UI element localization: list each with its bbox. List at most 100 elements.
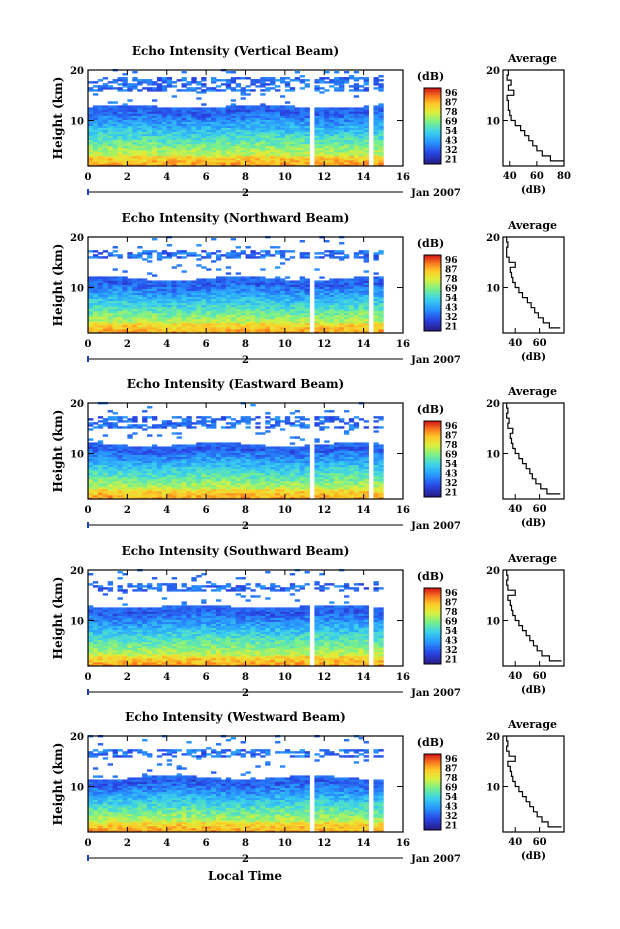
colorbar-segment	[424, 131, 441, 135]
heatmap-cell	[211, 151, 217, 155]
heatmap-cell	[196, 143, 202, 147]
heatmap-cell	[343, 149, 350, 153]
heatmap-cell	[97, 153, 104, 157]
heatmap-cell	[137, 163, 143, 167]
heatmap-cell	[107, 478, 114, 482]
heatmap-cell	[225, 266, 232, 269]
heatmap-cell	[363, 324, 369, 328]
heatmap-cell	[206, 127, 212, 131]
heatmap-cell	[279, 151, 286, 155]
heatmap-cell	[289, 157, 296, 161]
heatmap-cell	[275, 135, 281, 139]
heatmap-cell	[137, 143, 143, 147]
heatmap-cell	[181, 326, 187, 330]
heatmap-cell	[284, 304, 291, 308]
heatmap-cell	[171, 422, 177, 425]
heatmap-cell	[147, 159, 153, 163]
heatmap-cell	[206, 472, 212, 476]
heatmap-cell	[176, 125, 182, 128]
heatmap-cell	[275, 328, 281, 332]
heatmap-cell	[319, 290, 325, 293]
heatmap-cell	[181, 452, 187, 455]
heatmap-cell	[225, 113, 232, 116]
heatmap-cell	[92, 328, 99, 332]
heatmap-cell	[339, 308, 345, 312]
heatmap-cell	[373, 153, 379, 157]
heatmap-cell	[102, 490, 109, 494]
heatmap-cell	[220, 135, 227, 139]
heatmap-cell	[230, 418, 237, 421]
heatmap-cell	[304, 109, 310, 112]
heatmap-cell	[319, 79, 325, 82]
heatmap-cell	[329, 79, 335, 82]
heatmap-cell	[142, 131, 148, 135]
heatmap-cell	[363, 256, 369, 259]
heatmap-cell	[373, 141, 379, 145]
heatmap-cell	[137, 159, 143, 163]
heatmap-cell	[166, 472, 173, 476]
heatmap-cell	[92, 155, 99, 159]
heatmap-cell	[132, 432, 138, 435]
heatmap-cell	[260, 103, 266, 106]
heatmap-cell	[102, 458, 109, 461]
heatmap-cell	[245, 492, 251, 496]
heatmap-cell	[265, 143, 271, 147]
heatmap-cell	[147, 272, 153, 275]
heatmap-cell	[299, 159, 305, 163]
heatmap-cell	[343, 300, 350, 304]
heatmap-cell	[201, 478, 207, 482]
heatmap-cell	[92, 324, 99, 328]
heatmap-cell	[142, 143, 148, 147]
heatmap-cell	[201, 135, 207, 139]
heatmap-cell	[373, 147, 379, 151]
heatmap-cell	[240, 284, 246, 287]
heatmap-cell	[206, 159, 212, 163]
heatmap-cell	[304, 256, 310, 259]
heatmap-cell	[151, 330, 158, 334]
heatmap-cell	[97, 282, 104, 285]
heatmap-cell	[206, 280, 212, 283]
heatmap-cell	[88, 300, 94, 304]
heatmap-cell	[147, 153, 153, 157]
heatmap-cell	[225, 115, 232, 118]
heatmap-cell	[97, 442, 104, 445]
heatmap-cell	[294, 282, 301, 285]
heatmap-cell	[211, 444, 217, 447]
colorbar-segment	[424, 281, 441, 284]
heatmap-cell	[122, 322, 128, 326]
heatmap-cell	[132, 87, 138, 90]
heatmap-cell	[245, 131, 251, 135]
heatmap-cell	[250, 302, 256, 306]
heatmap-cell	[151, 314, 158, 318]
average-x-label: (dB)	[521, 185, 546, 196]
heatmap-cell	[230, 107, 237, 110]
heatmap-cell	[142, 107, 148, 110]
colorbar-segment	[424, 255, 441, 258]
heatmap-cell	[279, 254, 286, 257]
heatmap-cell	[147, 324, 153, 328]
heatmap-cell	[215, 464, 222, 468]
heatmap-cell	[147, 320, 153, 324]
heatmap-cell	[289, 320, 296, 324]
heatmap-cell	[92, 462, 99, 466]
heatmap-cell	[122, 298, 128, 302]
heatmap-cell	[196, 87, 202, 90]
heatmap-cell	[334, 121, 340, 124]
heatmap-cell	[107, 490, 114, 494]
heatmap-cell	[166, 452, 173, 455]
heatmap-cell	[235, 422, 241, 425]
heatmap-cell	[206, 328, 212, 332]
heatmap-cell	[186, 81, 192, 84]
heatmap-cell	[142, 470, 148, 474]
heatmap-cell	[132, 420, 138, 423]
heatmap-cell	[353, 71, 360, 74]
heatmap-cell	[339, 292, 345, 295]
heatmap-cell	[240, 322, 246, 326]
heatmap-cell	[142, 137, 148, 141]
heatmap-cell	[166, 424, 173, 427]
heatmap-cell	[324, 89, 330, 92]
heatmap-cell	[196, 163, 202, 167]
heatmap-cell	[230, 143, 237, 147]
heatmap-cell	[97, 472, 104, 476]
heatmap-cell	[284, 310, 291, 314]
